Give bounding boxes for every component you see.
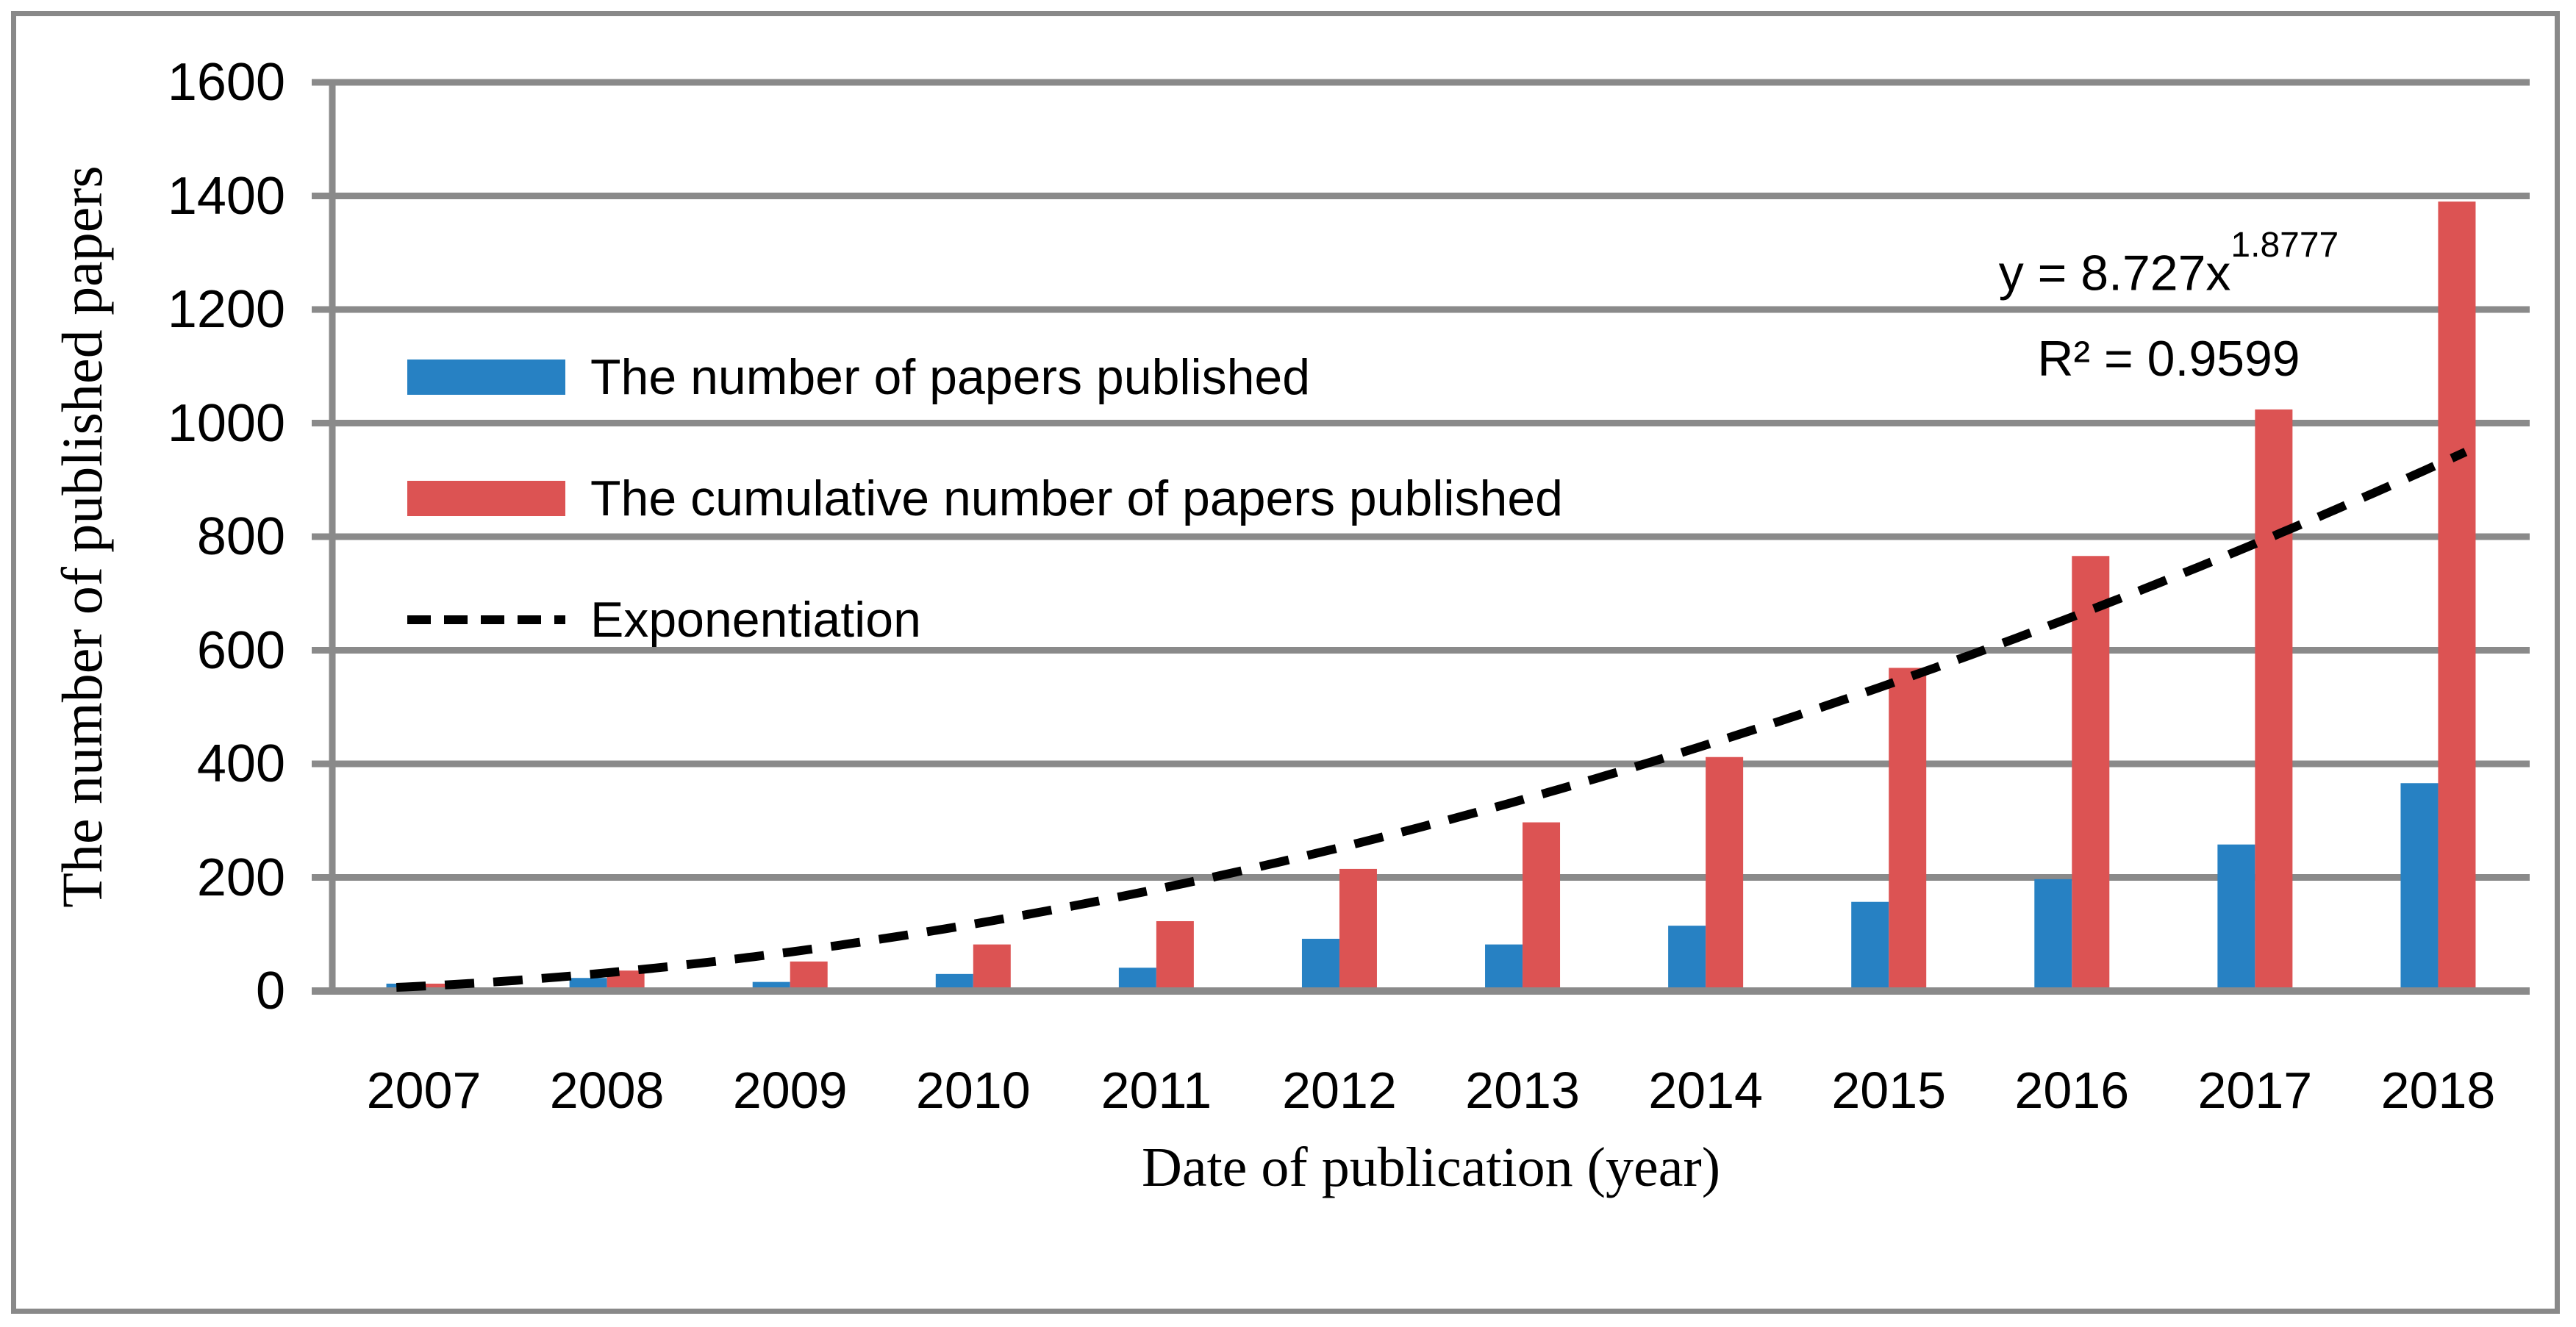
x-tick-label-2009: 2009	[732, 1062, 848, 1119]
legend-swatch-annual	[407, 360, 565, 395]
y-tick-label-1600: 1600	[167, 53, 285, 112]
bar-cumulative-2018	[2438, 201, 2476, 992]
equation-base: y = 8.727x	[1998, 245, 2231, 301]
bar-cumulative-2010	[973, 944, 1011, 991]
x-tick-label-2015: 2015	[1831, 1062, 1947, 1119]
bar-annual-2010	[935, 973, 973, 991]
bar-annual-2017	[2217, 844, 2255, 991]
y-tick-label-1400: 1400	[167, 166, 285, 226]
legend-item-annual: The number of papers published	[407, 342, 1310, 412]
x-tick-label-2007: 2007	[366, 1062, 482, 1119]
bar-annual-2018	[2400, 783, 2439, 991]
bar-cumulative-2014	[1706, 757, 1744, 991]
legend-label-trendline: Exponentiation	[590, 592, 921, 648]
legend-dash-icon	[407, 615, 565, 624]
x-tick-label-2017: 2017	[2197, 1062, 2313, 1119]
x-tick-label-2018: 2018	[2380, 1062, 2496, 1119]
y-tick-label-200: 200	[196, 848, 285, 907]
bar-annual-2014	[1668, 926, 1706, 991]
x-tick-label-2008: 2008	[549, 1062, 665, 1119]
y-axis-title: The number of published papers	[50, 165, 114, 908]
bar-cumulative-2013	[1523, 822, 1561, 991]
x-tick-label-2016: 2016	[2014, 1062, 2130, 1119]
y-tick-label-1000: 1000	[167, 393, 285, 453]
legend-label-annual: The number of papers published	[590, 349, 1311, 405]
legend-swatch-cumulative	[407, 481, 565, 516]
bar-annual-2013	[1485, 944, 1523, 991]
figure-border	[11, 11, 2560, 1314]
bar-annual-2016	[2034, 879, 2072, 991]
trendline-path	[396, 448, 2468, 992]
x-axis-title: Date of publication (year)	[1141, 1137, 1721, 1198]
y-tick-label-1200: 1200	[167, 280, 285, 339]
x-tick-label-2014: 2014	[1648, 1062, 1763, 1119]
trendline-equation: y = 8.727x1.8777	[1978, 226, 2360, 303]
x-tick-label-2012: 2012	[1282, 1062, 1397, 1119]
legend-item-cumulative: The cumulative number of papers publishe…	[407, 463, 1563, 534]
trendline-annotation: y = 8.727x1.8777 R² = 0.9599	[1978, 226, 2360, 388]
y-tick-label-600: 600	[196, 620, 285, 680]
bar-cumulative-2007	[423, 983, 462, 991]
bar-cumulative-2011	[1156, 920, 1194, 991]
bar-cumulative-2015	[1889, 668, 1927, 991]
equation-exponent: 1.8777	[2230, 226, 2339, 265]
bar-cumulative-2016	[2072, 556, 2110, 991]
bar-annual-2015	[1851, 901, 1889, 991]
trendline-r-squared: R² = 0.9599	[2037, 330, 2300, 387]
bar-cumulative-2012	[1339, 868, 1377, 991]
bar-cumulative-2009	[790, 961, 828, 991]
x-tick-label-2013: 2013	[1465, 1062, 1580, 1119]
legend-item-trendline: Exponentiation	[407, 584, 921, 655]
bar-annual-2011	[1118, 967, 1156, 991]
y-tick-label-800: 800	[196, 507, 285, 566]
y-tick-label-0: 0	[255, 962, 285, 1020]
x-tick-label-2011: 2011	[1101, 1062, 1212, 1119]
bar-cumulative-2017	[2255, 409, 2293, 991]
bar-annual-2012	[1301, 938, 1339, 991]
x-tick-label-2010: 2010	[915, 1062, 1031, 1119]
legend-label-cumulative: The cumulative number of papers publishe…	[590, 471, 1563, 526]
y-tick-label-400: 400	[196, 734, 285, 793]
